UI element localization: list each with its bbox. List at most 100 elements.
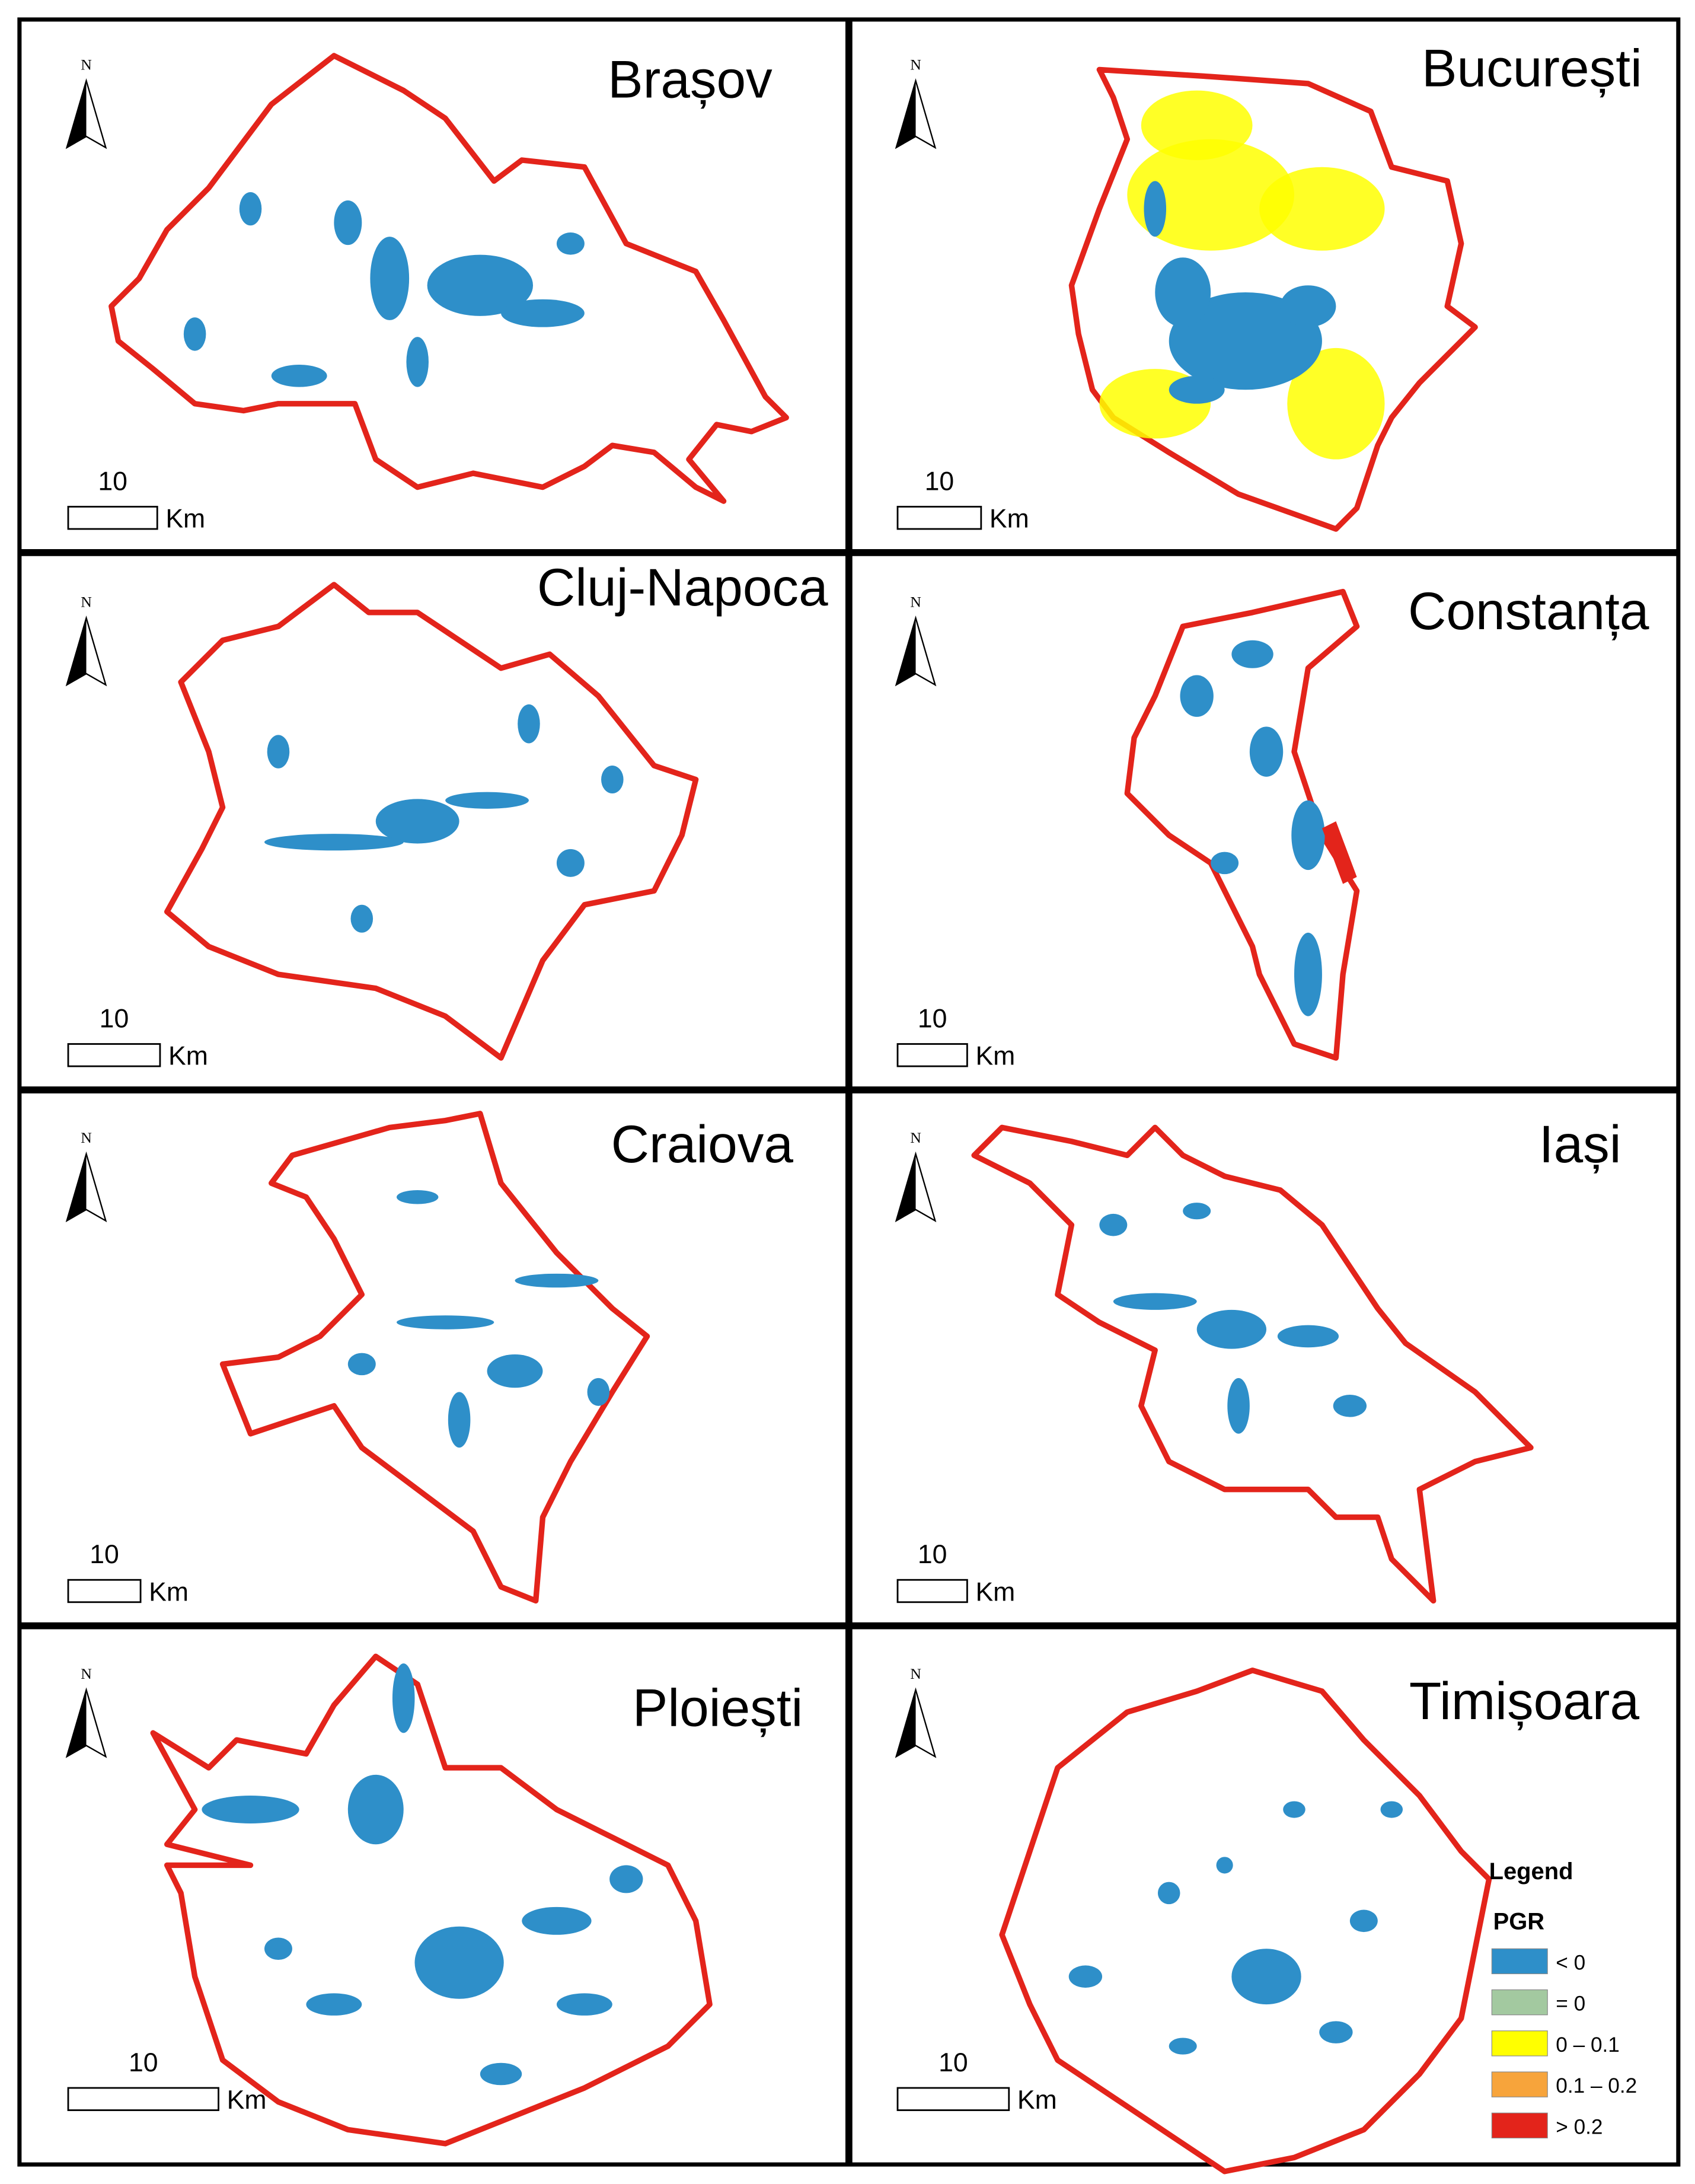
pgr-patch (1227, 1378, 1250, 1434)
scale-bar (896, 2087, 1010, 2111)
pgr-patch (1157, 1882, 1180, 1905)
legend-label: > 0.2 (1556, 2115, 1603, 2138)
pgr-patch (1283, 1801, 1305, 1818)
region-outline (999, 1668, 1492, 2175)
pgr-patch (1319, 2021, 1353, 2043)
legend-label: 0.1 – 0.2 (1556, 2074, 1637, 2097)
pgr-patch (239, 192, 262, 226)
pgr-patch (264, 834, 404, 851)
pgr-patch (515, 1273, 599, 1288)
pgr-patch (267, 735, 290, 769)
pgr-patch (448, 1392, 471, 1448)
pgr-patch (183, 317, 206, 351)
legend-swatch (1491, 2112, 1548, 2139)
scale-value: 10 (98, 467, 127, 496)
pgr-patch (1333, 1395, 1367, 1417)
scale-value: 10 (918, 1540, 947, 1569)
pgr-patch (1099, 1213, 1128, 1236)
region-outline (150, 1653, 713, 2147)
pgr-patch (501, 299, 585, 327)
pgr-patch (375, 799, 459, 844)
pgr-patch (1196, 1309, 1267, 1349)
legend-label: = 0 (1556, 1992, 1585, 2016)
pgr-patch (1231, 1949, 1301, 2005)
scale-bar (896, 1579, 968, 1603)
legend-label: < 0 (1556, 1951, 1585, 1974)
legend-title: Legend (1489, 1858, 1573, 1885)
panel-title: Timișoara (1409, 1671, 1640, 1730)
scale-unit: Km (975, 1577, 1015, 1606)
map-panel: Craiova N 10 Km (65, 1111, 794, 1606)
pgr-patch (587, 1378, 610, 1406)
pgr-patch (306, 1993, 362, 2016)
pgr-patch (556, 1993, 612, 2016)
scale-unit: Km (165, 505, 205, 534)
pgr-patch (1141, 90, 1253, 160)
pgr-patch (271, 365, 327, 387)
scale-bar (67, 1579, 142, 1603)
pgr-patch (1169, 292, 1322, 390)
pgr-patch (1280, 285, 1336, 327)
scale-unit: Km (227, 2086, 267, 2115)
pgr-patch (1169, 375, 1225, 404)
pgr-patch (1155, 257, 1211, 327)
panel-title: Brașov (608, 49, 773, 109)
north-label: N (910, 1665, 921, 1682)
pgr-patch (445, 792, 529, 809)
pgr-patch (1277, 1325, 1339, 1348)
pgr-patch (414, 1926, 504, 1999)
pgr-patch (1259, 167, 1385, 251)
pgr-patch (1183, 1203, 1211, 1220)
north-label: N (81, 1665, 92, 1682)
pgr-patch (609, 1865, 643, 1893)
pgr-patch (1169, 2038, 1197, 2055)
pgr-patch (1349, 1909, 1378, 1933)
legend: Legend PGR < 0 = 0 0 – 0.1 0.1 – 0.2 > 0.2 (1489, 1858, 1637, 2139)
coast-patch (1321, 821, 1357, 884)
legend-swatch (1491, 1989, 1548, 2016)
scale-bar (67, 1043, 161, 1067)
pgr-patch (347, 1774, 404, 1845)
pgr-patch (370, 237, 410, 320)
pgr-patch (1127, 139, 1294, 251)
region-outline (219, 1111, 650, 1604)
scale-unit: Km (149, 1577, 189, 1606)
pgr-patch (556, 849, 585, 877)
pgr-patch (1211, 852, 1239, 875)
pgr-patch (601, 766, 624, 794)
map-panel: Constanța N 10 Km (895, 581, 1649, 1071)
pgr-patch (1291, 800, 1325, 871)
scale-unit: Km (989, 505, 1029, 534)
panel-title: Cluj-Napoca (537, 557, 828, 617)
scale-value: 10 (925, 467, 955, 496)
scale-value: 10 (100, 1004, 129, 1033)
map-panel: Brașov N 10 Km (65, 49, 789, 534)
pgr-patch (406, 337, 429, 387)
scale-value: 10 (129, 2048, 158, 2077)
north-arrow-fill (66, 618, 87, 685)
legend-swatch (1491, 2030, 1548, 2057)
scale-unit: Km (1017, 2086, 1057, 2115)
pgr-patch (392, 1663, 415, 1733)
north-label: N (81, 1129, 92, 1146)
pgr-patch (1216, 1857, 1233, 1874)
pgr-patch (1380, 1801, 1403, 1818)
pgr-patch (556, 232, 585, 255)
legend-swatch (1491, 1948, 1548, 1975)
north-arrow-fill (66, 1689, 87, 1757)
legend-label: 0 – 0.1 (1556, 2033, 1620, 2057)
scale-bar (896, 1043, 968, 1067)
pgr-patch (1294, 932, 1322, 1016)
pgr-patch (396, 1190, 439, 1204)
map-panel: Iași N 10 Km (895, 1114, 1621, 1606)
panel-title: Craiova (611, 1114, 794, 1174)
north-label: N (910, 593, 921, 610)
pgr-patch (202, 1796, 299, 1824)
pgr-patch (350, 904, 374, 933)
pgr-patch (518, 704, 540, 744)
pgr-patch (1180, 675, 1214, 717)
pgr-patch (487, 1354, 543, 1388)
map-panel: Cluj-Napoca N 10 Km (65, 557, 828, 1071)
